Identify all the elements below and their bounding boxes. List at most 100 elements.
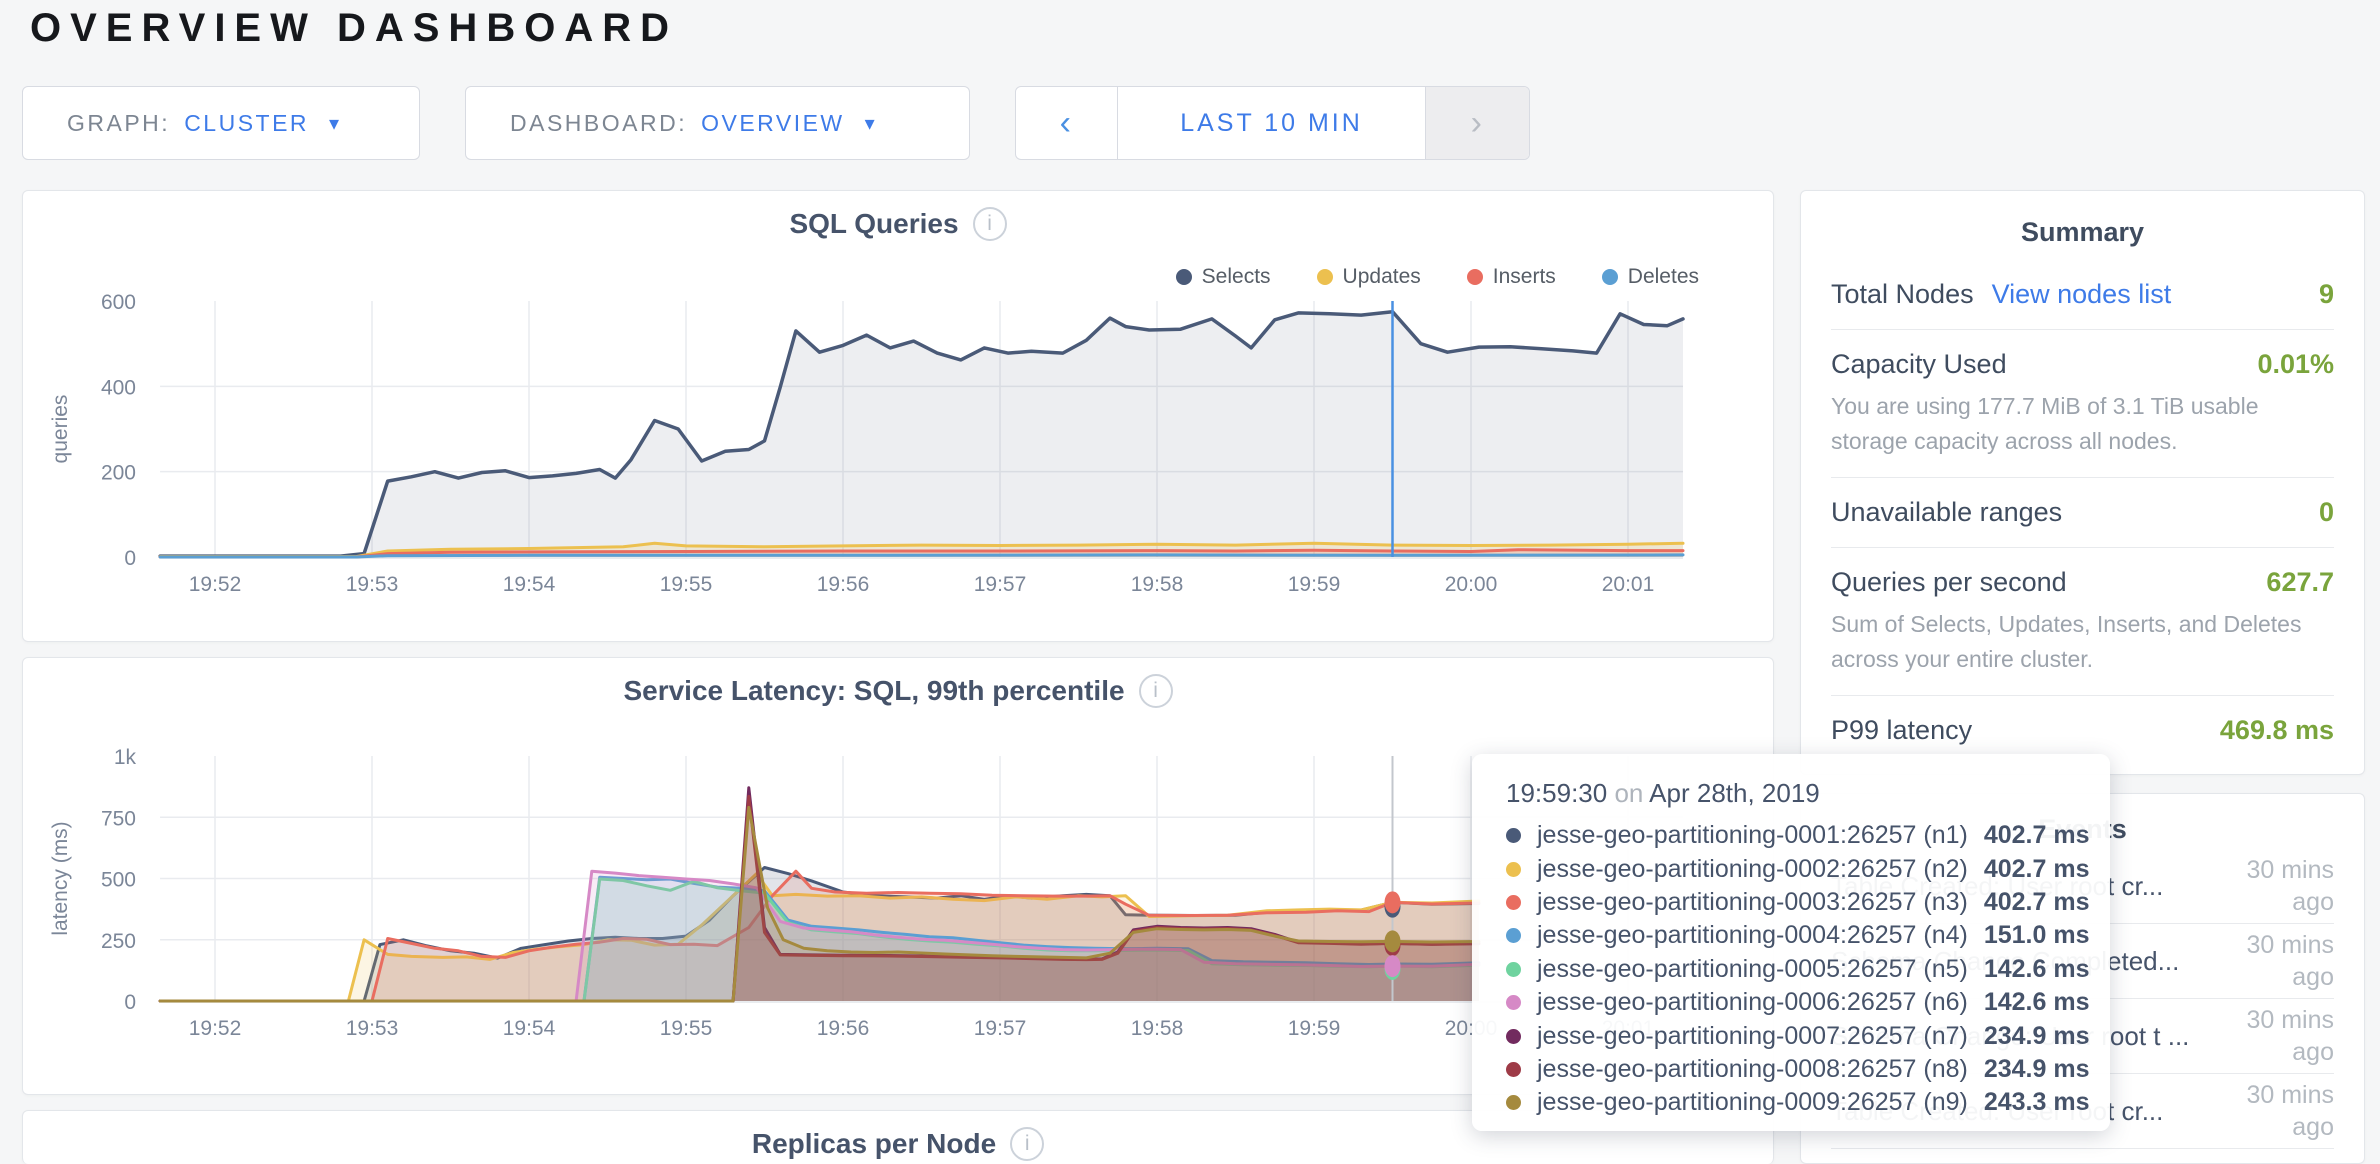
- series-area: [160, 867, 1479, 1001]
- series-area: [160, 787, 1479, 1001]
- x-axis-tick: 19:59: [1288, 1017, 1341, 1040]
- legend-dot-icon: [1601, 269, 1618, 285]
- info-icon[interactable]: i: [1010, 1127, 1045, 1161]
- summary-value: 9: [2318, 279, 2334, 309]
- series-area: [160, 871, 1479, 1001]
- x-axis-tick: 19:58: [1131, 1017, 1184, 1040]
- node-color-dot-icon: [1506, 995, 1521, 1011]
- tooltip-row: jesse-geo-partitioning-0007:26257 (n7) 23…: [1506, 1019, 2089, 1052]
- tooltip-node-value: 151.0 ms: [1983, 921, 2090, 950]
- sql-svg[interactable]: 19:52 19:53 19:54 19:55 19:56 19:57 19:58 19:59…: [23, 191, 1773, 641]
- x-axis-tick: 20:01: [1602, 573, 1655, 596]
- tooltip-time: 19:59:30: [1506, 778, 1608, 808]
- node-color-dot-icon: [1506, 928, 1521, 944]
- tooltip-row: jesse-geo-partitioning-0002:26257 (n2) 40…: [1506, 852, 2089, 885]
- x-axis-tick: 19:57: [974, 573, 1027, 596]
- y-axis-tick: 0: [124, 991, 136, 1014]
- x-axis-tick: 19:59: [1288, 573, 1341, 596]
- tooltip-row: jesse-geo-partitioning-0004:26257 (n4) 15…: [1506, 919, 2089, 952]
- sql-queries-title: SQL Queries i: [23, 207, 1773, 241]
- view-nodes-list-link[interactable]: View nodes list: [1991, 279, 2172, 309]
- tooltip-row: jesse-geo-partitioning-0001:26257 (n1) 40…: [1506, 819, 2089, 852]
- legend-item-deletes[interactable]: Deletes: [1601, 265, 1699, 289]
- node-color-dot-icon: [1506, 894, 1521, 910]
- legend-dot-icon: [1175, 269, 1192, 285]
- graph-dropdown[interactable]: GRAPH: CLUSTER ▾: [22, 86, 420, 160]
- time-range-next-button[interactable]: ›: [1425, 87, 1529, 159]
- legend-label: Selects: [1201, 265, 1271, 288]
- node-color-dot-icon: [1506, 828, 1521, 844]
- summary-row: Unavailable ranges 0: [1831, 477, 2334, 547]
- legend-label: Updates: [1342, 265, 1421, 288]
- x-axis-tick: 19:55: [660, 1017, 713, 1040]
- tooltip-node-name: jesse-geo-partitioning-0004:26257 (n4): [1537, 921, 1968, 950]
- series-line: [158, 805, 1481, 1003]
- tooltip-node-value: 142.6 ms: [1983, 954, 2090, 983]
- summary-value: 0.01%: [2257, 349, 2334, 379]
- tooltip-node-value: 402.7 ms: [1983, 887, 2090, 916]
- tooltip-node-name: jesse-geo-partitioning-0002:26257 (n2): [1537, 854, 1968, 883]
- tooltip-row: jesse-geo-partitioning-0003:26257 (n3) 40…: [1506, 886, 2089, 919]
- caret-down-icon: ▾: [329, 112, 342, 135]
- y-axis-tick: 0: [124, 547, 136, 570]
- series-area: [160, 877, 1479, 1001]
- tooltip-node-name: jesse-geo-partitioning-0009:26257 (n9): [1537, 1088, 1968, 1117]
- graph-dropdown-label: GRAPH:: [67, 109, 171, 136]
- chevron-right-icon: ›: [1470, 103, 1485, 142]
- tooltip-timestamp: 19:59:30 on Apr 28th, 2019: [1506, 778, 2076, 809]
- tooltip-node-value: 142.6 ms: [1983, 988, 2090, 1017]
- node-color-dot-icon: [1506, 961, 1521, 977]
- legend-item-selects[interactable]: Selects: [1175, 265, 1271, 289]
- node-color-dot-icon: [1506, 1061, 1521, 1077]
- legend-label: Inserts: [1492, 265, 1556, 288]
- x-axis-tick: 19:58: [1131, 573, 1184, 596]
- tooltip-row: jesse-geo-partitioning-0008:26257 (n8) 23…: [1506, 1053, 2089, 1086]
- y-axis-tick: 400: [101, 376, 136, 399]
- hover-dot: [1384, 891, 1401, 914]
- time-range-label[interactable]: LAST 10 MIN: [1180, 108, 1363, 137]
- y-axis-label: latency (ms): [49, 821, 72, 935]
- tooltip-node-name: jesse-geo-partitioning-0001:26257 (n1): [1537, 821, 1968, 850]
- service-latency-title: Service Latency: SQL, 99th percentile i: [23, 674, 1773, 708]
- lat-svg[interactable]: 19:52 19:53 19:54 19:55 19:56 19:57 19:58 19:59…: [23, 658, 1773, 1094]
- x-axis-tick: 19:57: [974, 1017, 1027, 1040]
- dashboard-dropdown-value: OVERVIEW: [701, 109, 845, 136]
- graph-dropdown-value: CLUSTER: [184, 109, 310, 136]
- chevron-left-icon: ‹: [1059, 103, 1074, 142]
- summary-row: Capacity Used 0.01% You are using 177.7 Mi…: [1831, 329, 2334, 477]
- y-axis-tick: 200: [101, 462, 136, 485]
- legend-item-updates[interactable]: Updates: [1316, 265, 1421, 289]
- summary-label: P99 latency: [1831, 715, 1973, 745]
- summary-label: Unavailable ranges: [1831, 497, 2063, 527]
- series-area: [160, 873, 1479, 1001]
- tooltip-node-name: jesse-geo-partitioning-0006:26257 (n6): [1537, 988, 1968, 1017]
- y-axis-tick: 250: [101, 930, 136, 953]
- node-color-dot-icon: [1506, 1028, 1521, 1044]
- event-time: 30 mins ago: [2246, 855, 2334, 917]
- info-icon[interactable]: i: [972, 207, 1007, 241]
- page-title: OVERVIEW DASHBOARD: [30, 6, 678, 50]
- summary-label: Queries per second: [1831, 567, 2067, 597]
- x-axis-tick: 19:55: [660, 573, 713, 596]
- time-range-prev-button[interactable]: ‹: [1016, 87, 1118, 159]
- tooltip-on: on: [1614, 778, 1644, 808]
- tooltip-date: Apr 28th, 2019: [1649, 778, 1820, 808]
- event-time: 30 mins ago: [2246, 1005, 2334, 1067]
- legend-item-inserts[interactable]: Inserts: [1466, 265, 1556, 289]
- chart-hover-tooltip: 19:59:30 on Apr 28th, 2019 jesse-geo-par…: [1472, 754, 2110, 1131]
- summary-row: Total Nodes View nodes list 9: [1831, 260, 2334, 329]
- event-time: 30 mins ago: [2246, 1080, 2334, 1142]
- replicas-per-node-title: Replicas per Node i: [23, 1127, 1773, 1161]
- tooltip-node-value: 402.7 ms: [1983, 821, 2090, 850]
- event-time: 30 mins ago: [2246, 930, 2334, 992]
- series-line: [158, 553, 1685, 559]
- info-icon[interactable]: i: [1138, 674, 1173, 708]
- series-line: [158, 869, 1481, 1003]
- legend-label: Deletes: [1627, 265, 1699, 288]
- x-axis-tick: 19:53: [346, 1017, 399, 1040]
- dashboard-dropdown[interactable]: DASHBOARD: OVERVIEW ▾: [465, 86, 970, 160]
- series-line: [158, 309, 1685, 558]
- service-latency-title-text: Service Latency: SQL, 99th percentile: [623, 675, 1125, 706]
- series-area: [160, 879, 1479, 1001]
- tooltip-node-value: 243.3 ms: [1983, 1088, 2090, 1117]
